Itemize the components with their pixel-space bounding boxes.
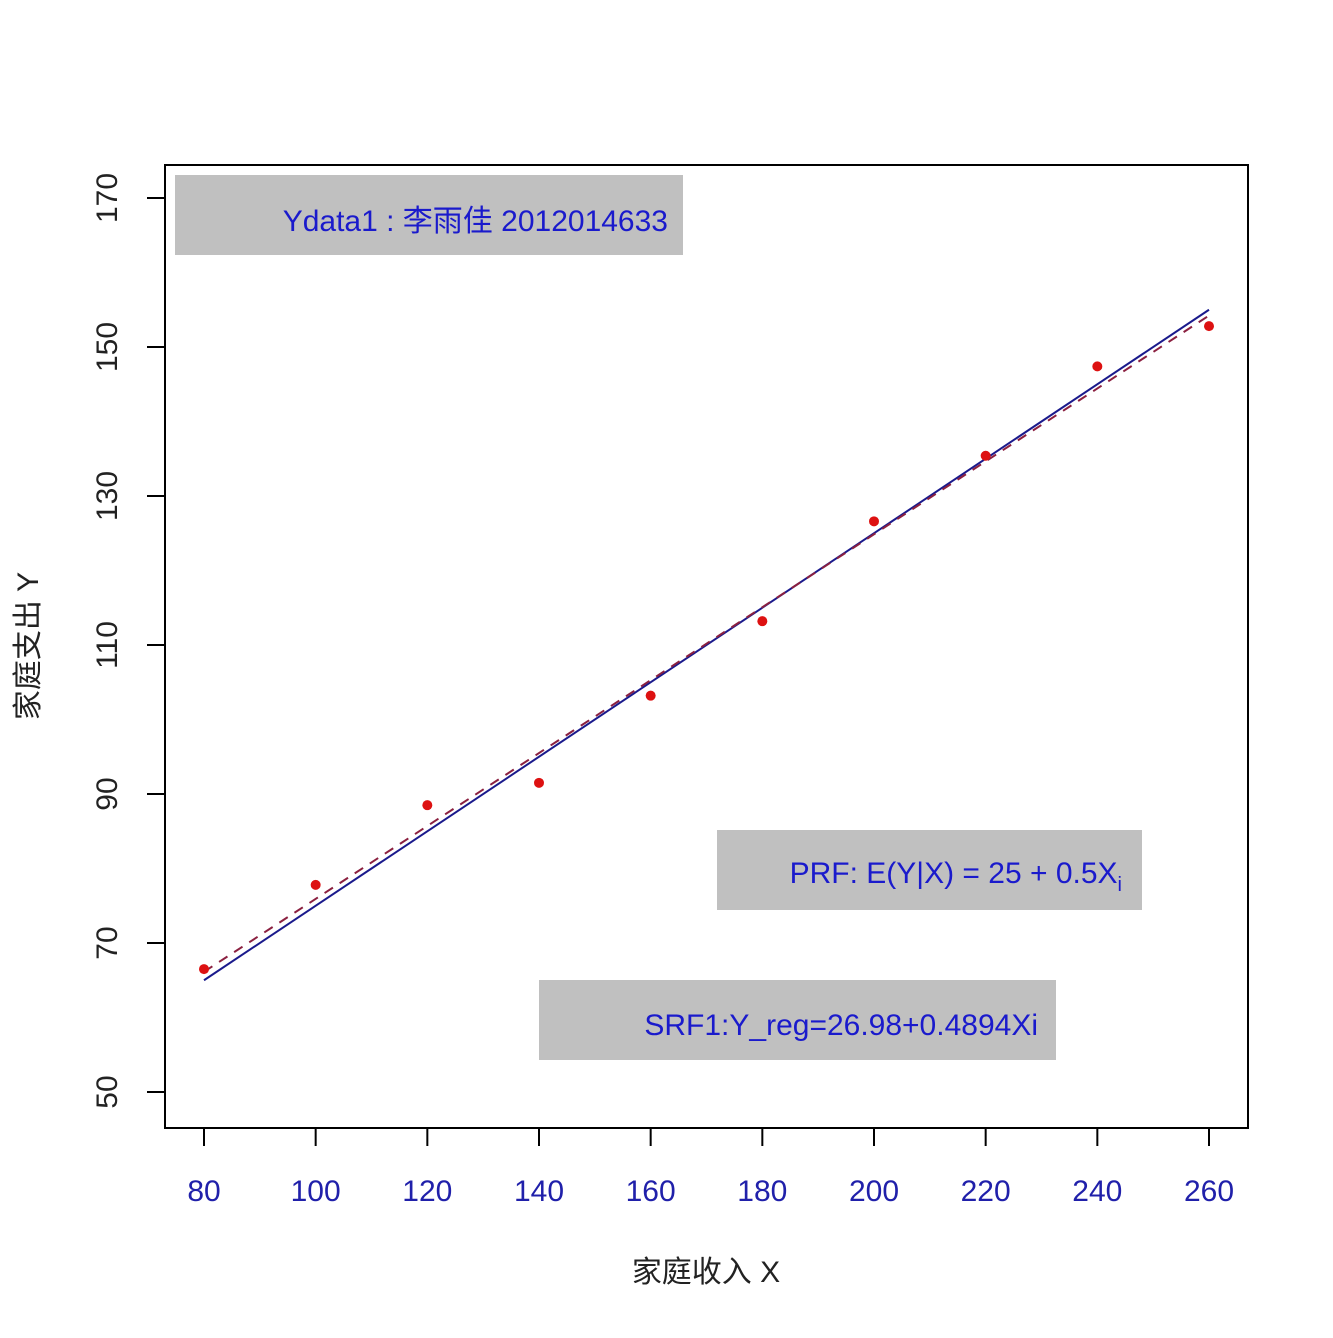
x-axis: 80 100 120 140 160 180 200 220 240 260 [187, 1128, 1234, 1208]
prf-label-text: PRF: E(Y|X) = 25 + 0.5X [790, 857, 1118, 890]
data-points [199, 321, 1214, 975]
data-point [422, 800, 433, 811]
data-point [757, 616, 768, 627]
x-tick-label: 220 [961, 1175, 1011, 1208]
y-tick-label: 50 [91, 1075, 124, 1108]
x-tick-label: 260 [1184, 1175, 1234, 1208]
y-axis-title: 家庭支出 Y [12, 572, 45, 720]
data-point [1204, 321, 1214, 332]
y-tick-label: 150 [91, 322, 124, 372]
x-axis-title: 家庭收入 X [632, 1256, 780, 1289]
srf-label: SRF1:Y_reg=26.98+0.4894Xi [644, 1009, 1038, 1042]
prf-label-subscript: i [1118, 874, 1122, 896]
y-tick-label: 170 [91, 173, 124, 223]
y-tick-label: 110 [91, 621, 124, 669]
ydata-label-box [175, 175, 683, 255]
y-axis: 50 70 90 110 130 150 170 [91, 173, 165, 1109]
x-tick-label: 80 [187, 1175, 220, 1208]
data-point [869, 516, 879, 527]
prf-line [203, 308, 1210, 982]
data-point [1092, 361, 1103, 372]
y-tick-label: 130 [91, 471, 124, 521]
x-tick-label: 160 [626, 1175, 676, 1208]
data-point [310, 879, 321, 890]
data-point [980, 450, 991, 461]
y-tick-label: 90 [91, 777, 124, 810]
data-point [199, 964, 209, 975]
plot-frame [164, 164, 1249, 1129]
x-tick-label: 100 [291, 1175, 341, 1208]
data-point [645, 690, 656, 701]
prf-label-box [717, 830, 1142, 910]
y-tick-label: 70 [91, 926, 124, 959]
x-tick-label: 180 [737, 1175, 787, 1208]
regression-lines [203, 308, 1210, 982]
ydata-label: Ydata1 : 李雨佳 2012014633 [283, 205, 668, 238]
data-point [534, 777, 544, 788]
srf-label-box [539, 980, 1056, 1060]
srf1-line [203, 314, 1210, 973]
x-tick-label: 200 [849, 1175, 899, 1208]
prf-label: PRF: E(Y|X) = 25 + 0.5Xi [790, 857, 1122, 896]
x-tick-label: 120 [402, 1175, 452, 1208]
x-tick-label: 140 [514, 1175, 564, 1208]
x-tick-label: 240 [1072, 1175, 1122, 1208]
